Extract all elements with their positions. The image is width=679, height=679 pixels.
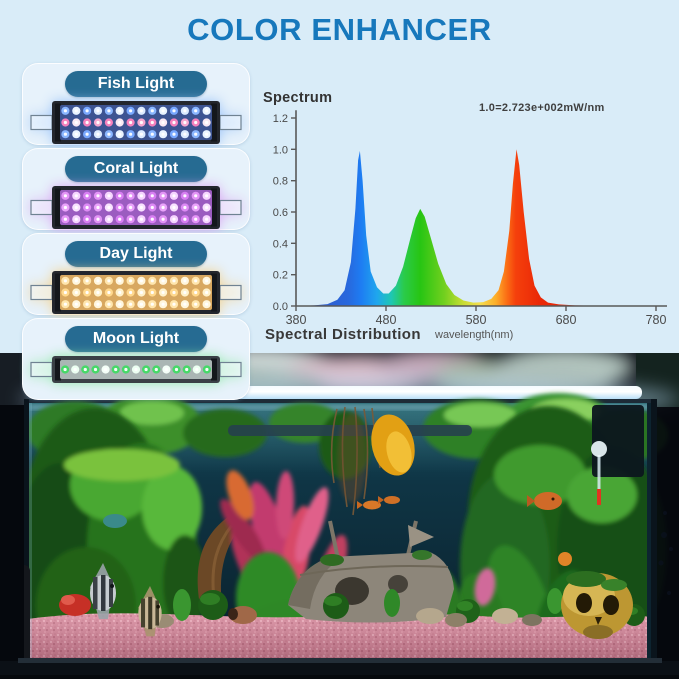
red-ornament bbox=[59, 594, 91, 616]
chart-x-axis-label: wavelength(nm) bbox=[435, 329, 514, 341]
gravel-substrate bbox=[28, 613, 652, 665]
spectrum-chart: Spectrum 1.0=2.723e+002mW/nm 0.0 0.2 0.4 0.… bbox=[253, 88, 679, 354]
chart-footer-label: Spectral Distribution bbox=[265, 326, 421, 343]
gravel-plants bbox=[173, 588, 563, 621]
svg-text:480: 480 bbox=[376, 313, 397, 327]
svg-text:580: 580 bbox=[466, 313, 487, 327]
page-title: COLOR ENHANCER bbox=[187, 12, 492, 47]
svg-text:0.6: 0.6 bbox=[273, 207, 288, 219]
light-mode-label-coral: Coral Light bbox=[65, 156, 207, 182]
skull-ornament bbox=[561, 571, 633, 639]
svg-text:0.4: 0.4 bbox=[273, 238, 288, 250]
moss-balls bbox=[198, 590, 645, 626]
svg-text:0.0: 0.0 bbox=[273, 301, 288, 313]
light-mode-card-coral: Coral Light bbox=[22, 148, 250, 230]
tank-rim bbox=[28, 399, 652, 405]
svg-text:1.0: 1.0 bbox=[273, 144, 288, 156]
spectrum-plot: 0.0 0.2 0.4 0.6 0.8 1.0 1.2 380 480 580 680 780 bbox=[253, 88, 679, 354]
tank-stand bbox=[0, 661, 679, 679]
svg-text:680: 680 bbox=[556, 313, 577, 327]
svg-text:780: 780 bbox=[646, 313, 667, 327]
aquarium-photo bbox=[0, 345, 679, 679]
chart-title: Spectrum bbox=[263, 90, 333, 106]
svg-text:1.2: 1.2 bbox=[273, 113, 288, 125]
coral-light-bar-image bbox=[23, 186, 249, 229]
moon-light-bar-image bbox=[23, 356, 249, 383]
light-mode-label-fish: Fish Light bbox=[65, 71, 207, 97]
yellow-leaf bbox=[371, 414, 415, 476]
svg-text:380: 380 bbox=[286, 313, 307, 327]
thermometer bbox=[591, 441, 607, 505]
light-mode-card-day: Day Light bbox=[22, 233, 250, 315]
svg-text:0.8: 0.8 bbox=[273, 176, 288, 188]
light-mode-label-day: Day Light bbox=[65, 241, 207, 267]
fish-light-bar-image bbox=[23, 101, 249, 144]
angelfish bbox=[90, 563, 162, 637]
svg-text:0.2: 0.2 bbox=[273, 270, 288, 282]
driftwood bbox=[197, 517, 242, 605]
light-mode-card-moon: Moon Light bbox=[22, 318, 250, 400]
chart-annotation: 1.0=2.723e+002mW/nm bbox=[479, 102, 605, 114]
aquarium-scene bbox=[0, 345, 679, 679]
light-mode-label-moon: Moon Light bbox=[65, 326, 207, 352]
light-mode-card-fish: Fish Light bbox=[22, 63, 250, 145]
day-light-bar-image bbox=[23, 271, 249, 314]
filter-equipment bbox=[592, 405, 644, 477]
